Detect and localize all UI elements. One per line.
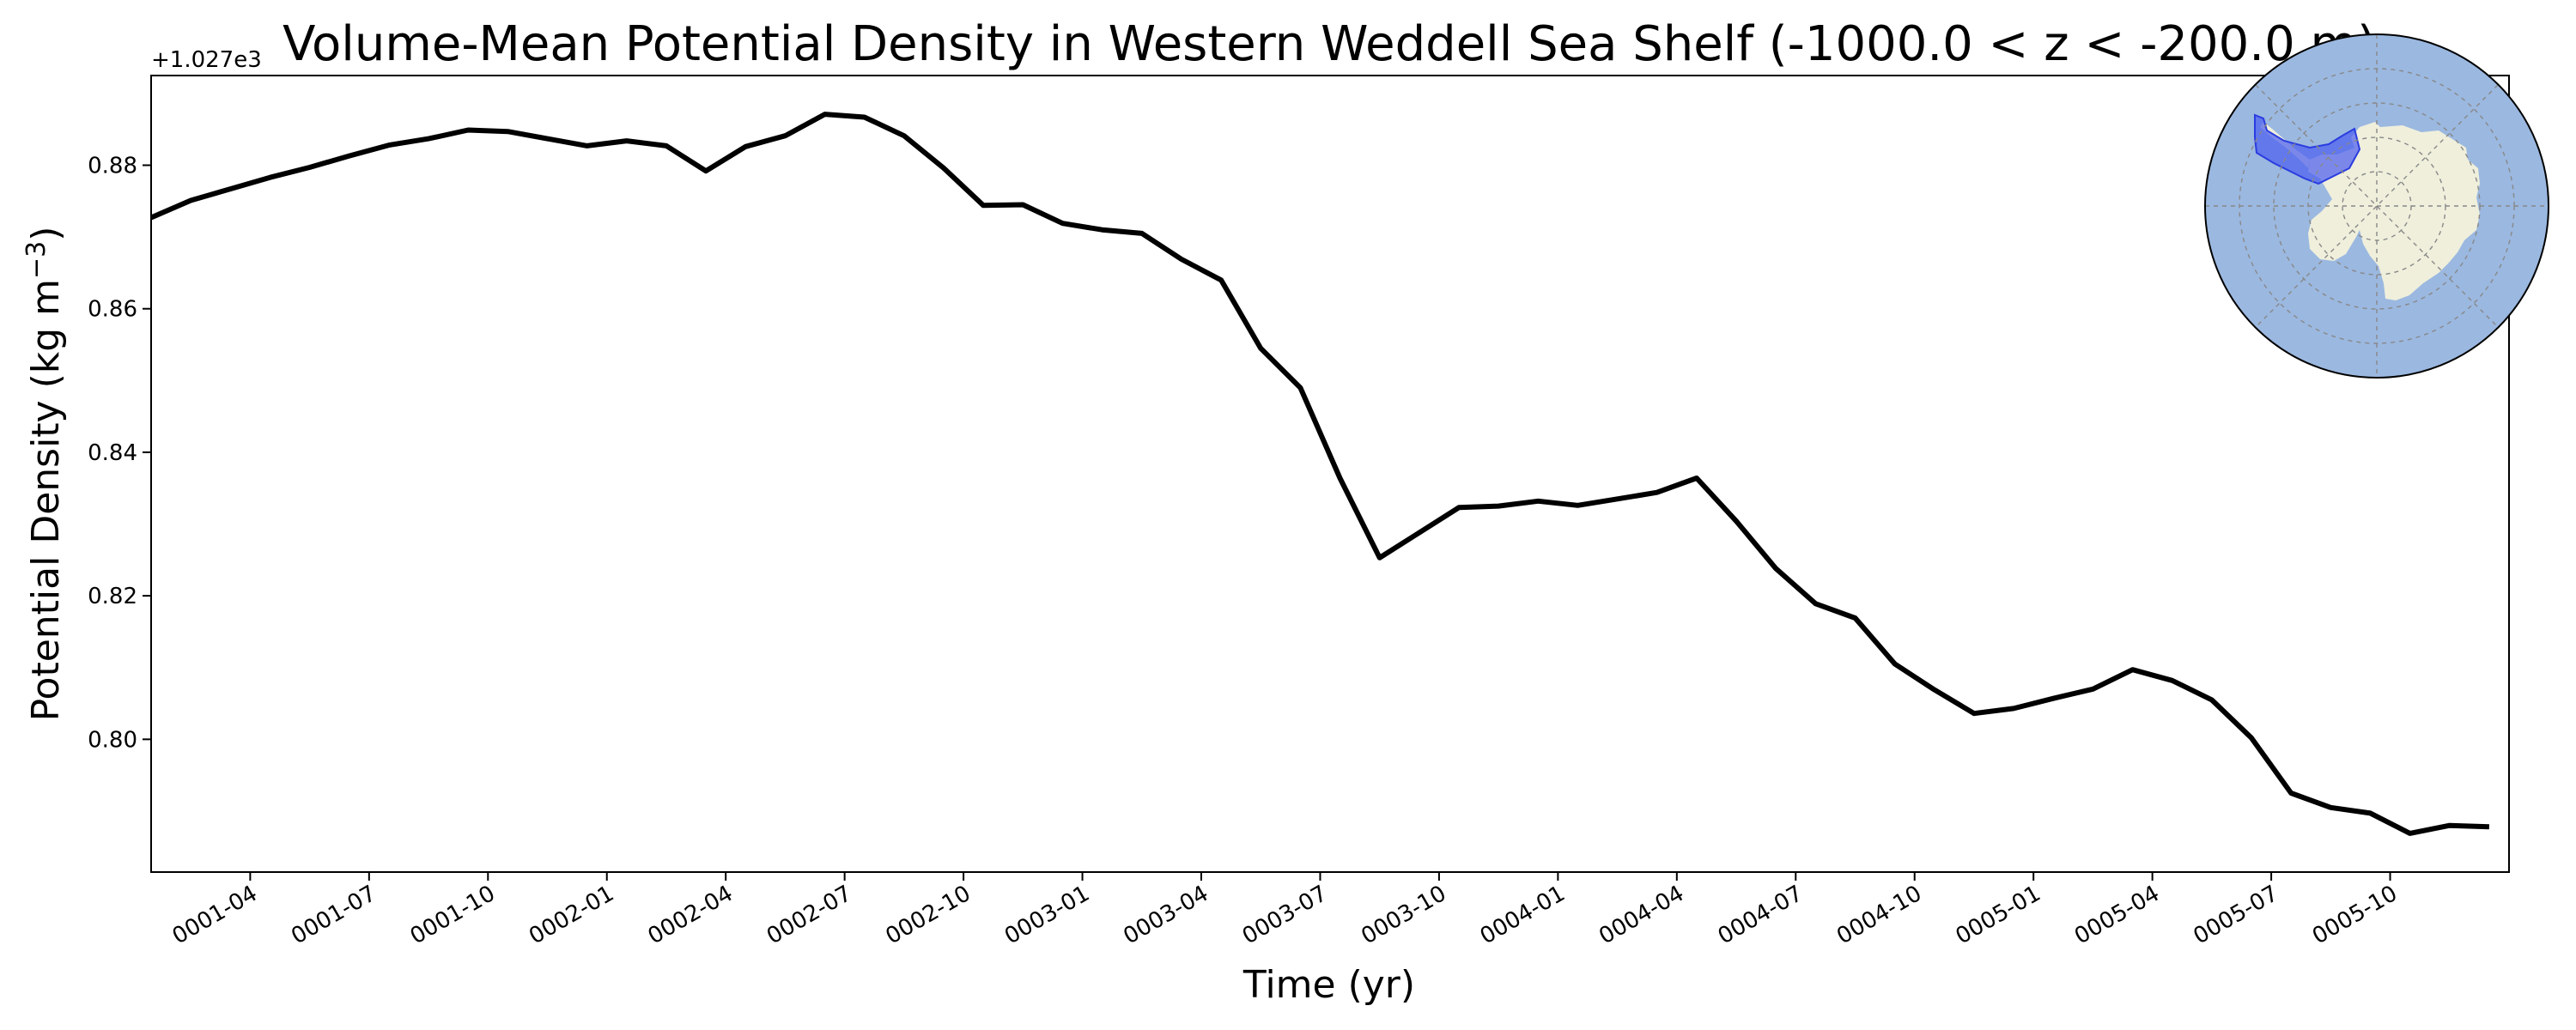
y-axis: 0.80 0.82 0.84 0.86 0.88 [88,154,151,753]
map-graticule [2205,34,2549,378]
x-tick-label: 0005-04 [2070,881,2164,949]
x-tick-label: 0001-07 [287,881,380,949]
x-tick-label: 0002-01 [525,881,618,949]
series-layer [151,112,2490,836]
x-tick-label: 0002-04 [644,881,738,949]
y-tick-label: 0.86 [88,297,137,323]
x-tick-label: 0001-04 [168,881,262,949]
x-axis: 0001-04 0001-07 0001-10 0002-01 0002-04 0002-… [168,872,2402,949]
x-tick-label: 0004-01 [1476,881,1570,949]
x-tick-label: 0003-07 [1238,881,1332,949]
y-axis-label-main: Potential Density (kg m [24,279,68,721]
inset-map [2204,33,2549,379]
x-tick-label: 0001-10 [406,881,500,949]
x-tick-label: 0003-01 [1000,881,1094,949]
y-axis-label: Potential Density (kg m−3) [21,227,68,722]
plot-frame [150,75,2510,873]
x-tick-label: 0004-10 [1832,881,1926,949]
y-tick-label: 0.80 [88,727,137,753]
series-line-0 [151,112,2490,836]
chart-title: Volume-Mean Potential Density in Western… [283,16,2376,72]
y-axis-label-exponent: −3 [21,241,52,279]
map-border [2204,33,2549,379]
x-tick-label: 0005-07 [2190,881,2283,949]
x-tick-label: 0004-04 [1595,881,1688,949]
y-tick-label: 0.88 [88,154,137,179]
y-axis-label-close: ) [24,227,68,241]
x-tick-label: 0004-07 [1714,881,1807,949]
x-tick-label: 0002-07 [762,881,856,949]
x-tick-label: 0002-10 [882,881,975,949]
x-tick-label: 0003-04 [1119,881,1212,949]
x-tick-label: 0005-01 [1952,881,2045,949]
y-tick-label: 0.84 [88,440,137,466]
y-offset-label: +1.027e3 [151,47,262,73]
x-axis-label: Time (yr) [1242,963,1415,1007]
y-tick-label: 0.82 [88,584,137,609]
x-tick-label: 0005-10 [2308,881,2402,949]
x-tick-label: 0003-10 [1357,881,1450,949]
